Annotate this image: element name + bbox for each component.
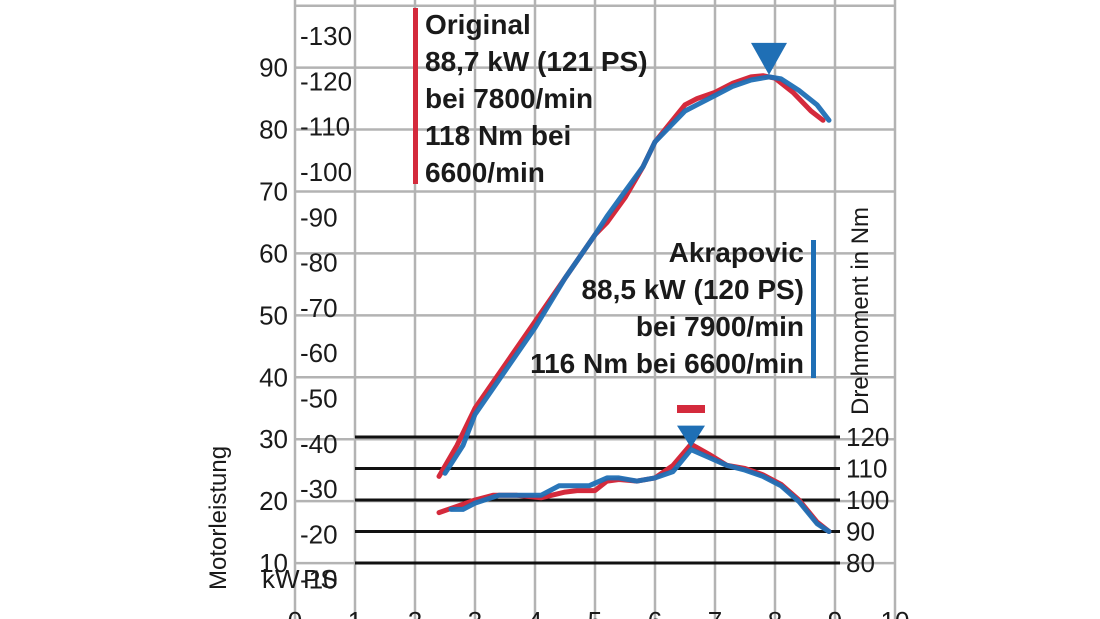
x-tick-label: 5 xyxy=(588,606,602,619)
akrapovic-legend-line: 88,5 kW (120 PS) xyxy=(581,274,804,305)
akrapovic-torque-nm-line xyxy=(448,447,832,534)
kw-tick-label: 80 xyxy=(259,115,288,145)
original-torque-nm-line xyxy=(436,441,832,534)
y-axis-label-motorleistung: Motorleistung xyxy=(205,446,232,590)
peak-markers xyxy=(677,42,787,448)
akrapovic-legend-line: bei 7900/min xyxy=(636,311,804,342)
original-legend-line: 88,7 kW (121 PS) xyxy=(425,46,648,77)
nm-tick-label: 110 xyxy=(846,454,887,484)
x-tick-label: 4 xyxy=(528,606,542,619)
x-tick-label: 7 xyxy=(708,606,722,619)
nm-tick-label: 120 xyxy=(846,422,889,452)
nm-tick-label: 100 xyxy=(846,485,889,515)
ps-tick-label: -90 xyxy=(300,202,338,232)
ps-tick-label: -50 xyxy=(300,384,338,414)
kw-tick-label: 90 xyxy=(259,53,288,83)
ps-tick-label: -10 xyxy=(300,565,338,595)
kw-tick-label: 40 xyxy=(259,362,288,392)
legends: Original 88,7 kW (121 PS) bei 7800/min 118 … xyxy=(413,8,816,379)
kw-tick-label: 10 xyxy=(259,548,288,578)
akrapovic-legend-line: 116 Nm bei 6600/min xyxy=(530,348,804,379)
x-tick-label: 9 xyxy=(828,606,842,619)
original-legend-line: 6600/min xyxy=(425,157,545,188)
original-legend-line: bei 7800/min xyxy=(425,83,593,114)
akrapovic-power-kw-line xyxy=(442,74,832,476)
ps-tick-label: -120 xyxy=(300,66,352,96)
kw-tick-label: 70 xyxy=(259,176,288,206)
torque-reference-lines xyxy=(355,435,840,565)
x-tick-label: 1 xyxy=(348,606,362,619)
x-tick-label: 2 xyxy=(408,606,422,619)
ps-tick-label: -20 xyxy=(300,519,338,549)
nm-tick-label: 80 xyxy=(846,548,875,578)
kw-tick-label: 30 xyxy=(259,424,288,454)
ps-tick-label: -80 xyxy=(300,248,338,278)
original-legend-line: Original xyxy=(425,9,531,40)
ps-unit-label: PS xyxy=(303,564,338,594)
kw-tick-label: 60 xyxy=(259,238,288,268)
akrapovic-legend-bar xyxy=(811,240,816,378)
ps-tick-label: -30 xyxy=(300,474,338,504)
kw-tick-label: 20 xyxy=(259,486,288,516)
ps-tick-label: -100 xyxy=(300,157,352,187)
ps-tick-label: -110 xyxy=(300,112,350,142)
kw-tick-label: 50 xyxy=(259,300,288,330)
tick-labels: 012345678910102030405060708090-10-20-30-… xyxy=(205,21,909,619)
nm-tick-label: 90 xyxy=(846,517,875,547)
x-tick-label: 6 xyxy=(648,606,662,619)
ps-tick-label: -70 xyxy=(300,293,338,323)
x-tick-label: 0 xyxy=(288,606,302,619)
x-tick-label: 10 xyxy=(881,606,910,619)
ps-tick-label: -40 xyxy=(300,429,338,459)
original-legend-bar xyxy=(413,8,418,184)
x-tick-label: 3 xyxy=(468,606,482,619)
original-peak-marker xyxy=(677,405,705,413)
ps-tick-label: -60 xyxy=(300,338,338,368)
series-lines xyxy=(436,73,832,534)
ps-tick-label: -130 xyxy=(300,21,352,51)
kw-unit-label: kW xyxy=(262,564,300,594)
original-legend-line: 118 Nm bei xyxy=(425,120,571,151)
akrapovic-legend-line: Akrapovic xyxy=(669,237,804,268)
akrapovic-peak-marker xyxy=(751,42,787,75)
x-tick-label: 8 xyxy=(768,606,782,619)
akrapovic-peak-marker xyxy=(677,425,705,448)
y-axis-label-drehmoment: Drehmoment in Nm xyxy=(847,207,874,415)
